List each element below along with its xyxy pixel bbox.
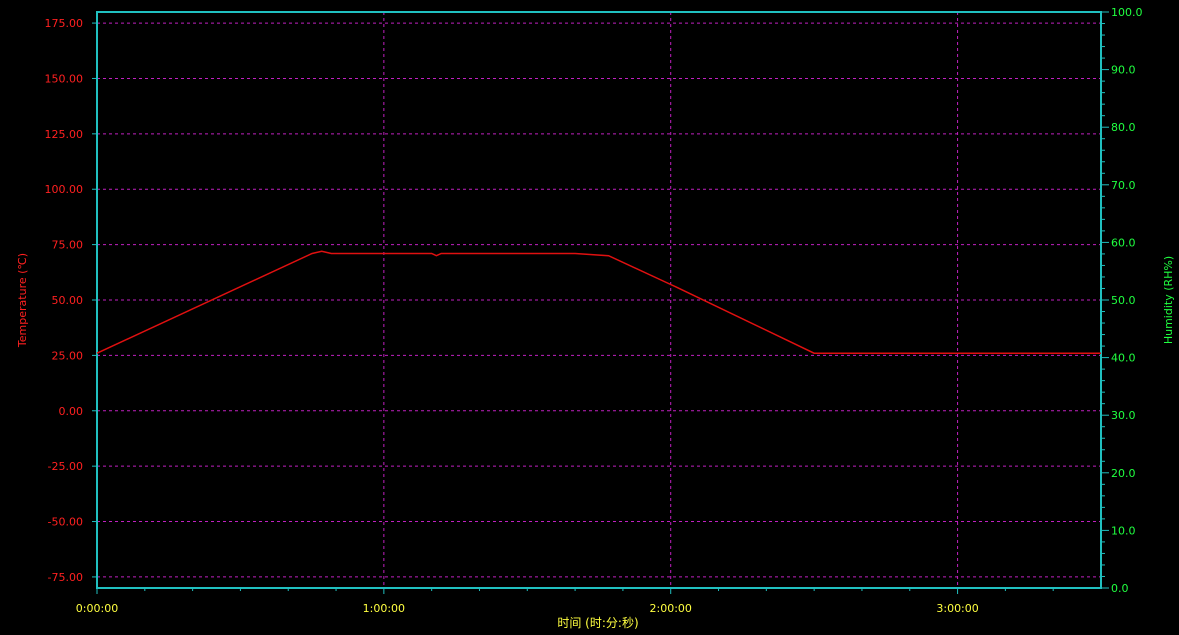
right-tick-label: 0.0	[1111, 582, 1129, 595]
right-tick-label: 60.0	[1111, 236, 1136, 249]
left-tick-label: 50.00	[52, 294, 84, 307]
left-tick-label: 25.00	[52, 349, 84, 362]
temperature-series-line	[96, 250, 1101, 354]
x-tick-label: 3:00:00	[936, 602, 978, 615]
left-tick-label: 0.00	[59, 405, 84, 418]
right-tick-label: 40.0	[1111, 352, 1136, 365]
left-tick-label: 100.00	[45, 183, 84, 196]
right-tick-label: 10.0	[1111, 524, 1136, 537]
x-tick-label: 0:00:00	[76, 602, 118, 615]
left-tick-label: 175.00	[45, 17, 84, 30]
right-tick-label: 30.0	[1111, 409, 1136, 422]
right-tick-label: 90.0	[1111, 64, 1136, 77]
left-axis-ticks: 175.00 150.00 125.00 100.00 75.00 50.00 25.00 0…	[45, 17, 97, 584]
x-tick-label: 1:00:00	[363, 602, 405, 615]
right-axis-title: Humidity (RH%)	[1162, 256, 1175, 344]
right-tick-label: 100.0	[1111, 6, 1143, 19]
right-tick-label: 70.0	[1111, 179, 1136, 192]
right-tick-label: 20.0	[1111, 467, 1136, 480]
left-tick-label: 125.00	[45, 128, 84, 141]
left-tick-label: -25.00	[48, 460, 83, 473]
right-tick-label: 50.0	[1111, 294, 1136, 307]
right-axis-ticks: 100.0 90.0 80.0 70.0 60.0 50.0 40.0 30.0 20.0 10.…	[1101, 6, 1143, 595]
left-tick-label: 75.00	[52, 239, 84, 252]
grid-lines	[97, 12, 1101, 588]
right-tick-label: 80.0	[1111, 121, 1136, 134]
x-axis-title: 时间 (时:分:秒)	[557, 616, 638, 630]
left-tick-label: 150.00	[45, 72, 84, 85]
x-tick-label: 2:00:00	[650, 602, 692, 615]
left-axis-title: Temperature (℃)	[16, 253, 29, 348]
series-layer	[96, 250, 1101, 354]
x-axis-ticks: 0:00:00 1:00:00 2:00:00 3:00:00	[76, 588, 1054, 615]
left-tick-label: -75.00	[48, 571, 83, 584]
left-tick-label: -50.00	[48, 516, 83, 529]
